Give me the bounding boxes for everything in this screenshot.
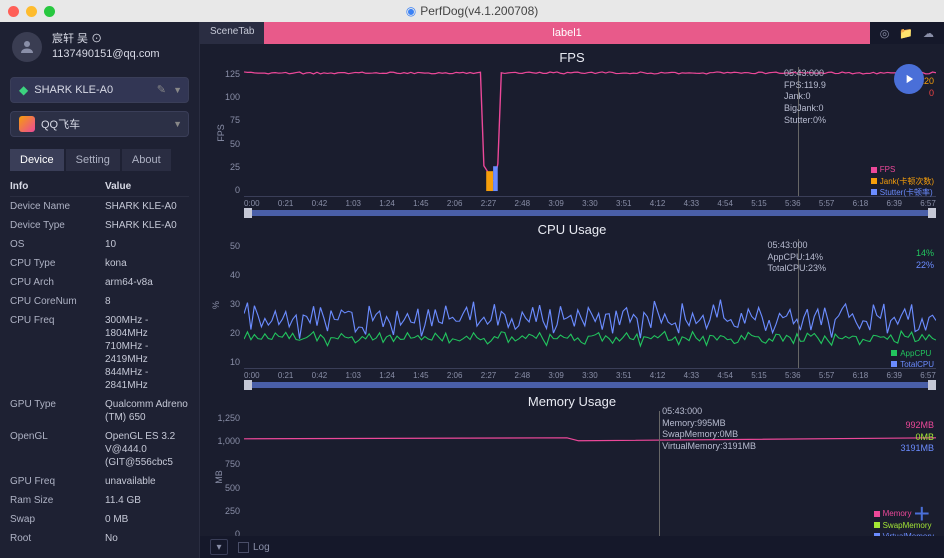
info-row: OS10	[10, 235, 189, 254]
mem-stats: 05:43:000 Memory:995MB SwapMemory:0MB Vi…	[662, 406, 756, 453]
scrub-handle-left[interactable]	[244, 208, 252, 218]
play-button[interactable]	[894, 64, 924, 94]
fps-ylabel: FPS	[216, 124, 226, 142]
cpu-plot[interactable]	[244, 239, 936, 369]
folder-icon[interactable]: 📁	[899, 27, 913, 40]
minimize-icon[interactable]	[26, 6, 37, 17]
user-block: 宸轩 吴 ⊙ 1137490151@qq.com	[0, 22, 199, 73]
app-title: ◉ PerfDog(v4.1.200708)	[406, 4, 539, 18]
app-dropdown[interactable]: QQ飞车 ▼	[10, 111, 189, 137]
mem-plot[interactable]	[244, 411, 936, 536]
fps-chart: FPS 1251007550250 FPS 05:43:000 FPS:119.…	[208, 48, 936, 218]
close-icon[interactable]	[8, 6, 19, 17]
info-row: OpenGLOpenGL ES 3.2 V@444.0 (GIT@556cbc5	[10, 427, 189, 472]
fps-title: FPS	[208, 48, 936, 67]
info-row: Device NameSHARK KLE-A0	[10, 197, 189, 216]
avatar[interactable]	[12, 32, 42, 62]
info-row: Ram Size11.4 GB	[10, 491, 189, 510]
cpu-ylabel: %	[211, 301, 221, 309]
app-dropdown-label: QQ飞车	[41, 116, 80, 132]
info-header-key: Info	[10, 181, 105, 192]
top-bar: SceneTab label1 ◎ 📁 ☁	[200, 22, 944, 44]
charts-area: FPS 1251007550250 FPS 05:43:000 FPS:119.…	[200, 44, 944, 536]
label-tab[interactable]: label1	[264, 22, 869, 44]
fps-scrubber[interactable]	[244, 210, 936, 216]
fps-yaxis: 1251007550250	[208, 67, 244, 197]
maximize-icon[interactable]	[44, 6, 55, 17]
device-dropdown-label: SHARK KLE-A0	[34, 84, 113, 96]
device-info-table: Info Value Device NameSHARK KLE-A0Device…	[10, 177, 189, 548]
cpu-chart: CPU Usage 5040302010 % 05:43:000 AppCPU:…	[208, 220, 936, 390]
scrub-handle-right[interactable]	[928, 208, 936, 218]
android-icon: ◆	[19, 83, 28, 97]
info-row: Device TypeSHARK KLE-A0	[10, 216, 189, 235]
chevron-down-icon: ▼	[173, 85, 182, 95]
log-checkbox[interactable]: Log	[238, 542, 270, 553]
fps-legend: FPSJank(卡顿次数)Stutter(卡顿率)	[871, 164, 934, 198]
bottom-bar: ▾ Log	[200, 536, 944, 558]
info-row: CPU Freq300MHz - 1804MHz 710MHz - 2419MH…	[10, 311, 189, 395]
scene-tab[interactable]: SceneTab	[200, 22, 264, 44]
scrub-handle-right[interactable]	[928, 380, 936, 390]
user-email: 1137490151@qq.com	[52, 47, 160, 62]
device-dropdown[interactable]: ◆ SHARK KLE-A0 ✎ ▼	[10, 77, 189, 103]
info-row: CPU Typekona	[10, 254, 189, 273]
info-row: CPU CoreNum8	[10, 292, 189, 311]
user-name: 宸轩 吴 ⊙	[52, 32, 160, 47]
traffic-lights	[8, 6, 55, 17]
cpu-scrubber[interactable]	[244, 382, 936, 388]
cpu-stats: 05:43:000 AppCPU:14% TotalCPU:23%	[767, 240, 826, 275]
app-icon	[19, 116, 35, 132]
tab-device[interactable]: Device	[10, 149, 64, 171]
sidebar: 宸轩 吴 ⊙ 1137490151@qq.com ◆ SHARK KLE-A0 …	[0, 22, 200, 558]
cpu-legend: AppCPUTotalCPU	[891, 348, 934, 370]
titlebar: ◉ PerfDog(v4.1.200708)	[0, 0, 944, 22]
scrub-handle-left[interactable]	[244, 380, 252, 390]
info-row: Swap0 MB	[10, 510, 189, 529]
tab-setting[interactable]: Setting	[66, 149, 120, 171]
mem-title: Memory Usage	[208, 392, 936, 411]
main: SceneTab label1 ◎ 📁 ☁ FPS 1251007550250 …	[200, 22, 944, 558]
fps-stats: 05:43:000 FPS:119.9 Jank:0 BigJank:0 Stu…	[784, 68, 826, 126]
tab-about[interactable]: About	[122, 149, 171, 171]
checkbox-icon	[238, 542, 249, 553]
cpu-title: CPU Usage	[208, 220, 936, 239]
info-row: RootNo	[10, 529, 189, 548]
mem-chart: Memory Usage 1,2501,0007505002500 MB 05:…	[208, 392, 936, 536]
info-row: GPU TypeQualcomm Adreno (TM) 650	[10, 395, 189, 427]
cloud-icon[interactable]: ☁	[923, 27, 934, 40]
chevron-down-icon: ▼	[173, 119, 182, 129]
location-icon[interactable]: ◎	[880, 27, 890, 40]
edit-icon[interactable]: ✎	[157, 83, 166, 96]
logo-icon: ◉	[406, 4, 416, 18]
mem-ylabel: MB	[214, 470, 224, 484]
fps-plot[interactable]	[244, 67, 936, 197]
info-header-value: Value	[105, 181, 189, 192]
info-row: CPU Archarm64-v8a	[10, 273, 189, 292]
add-chart-button[interactable]: +	[914, 498, 930, 530]
sidebar-tabs: Device Setting About	[10, 149, 189, 171]
expand-button[interactable]: ▾	[210, 539, 228, 555]
info-row: GPU Frequnavailable	[10, 472, 189, 491]
